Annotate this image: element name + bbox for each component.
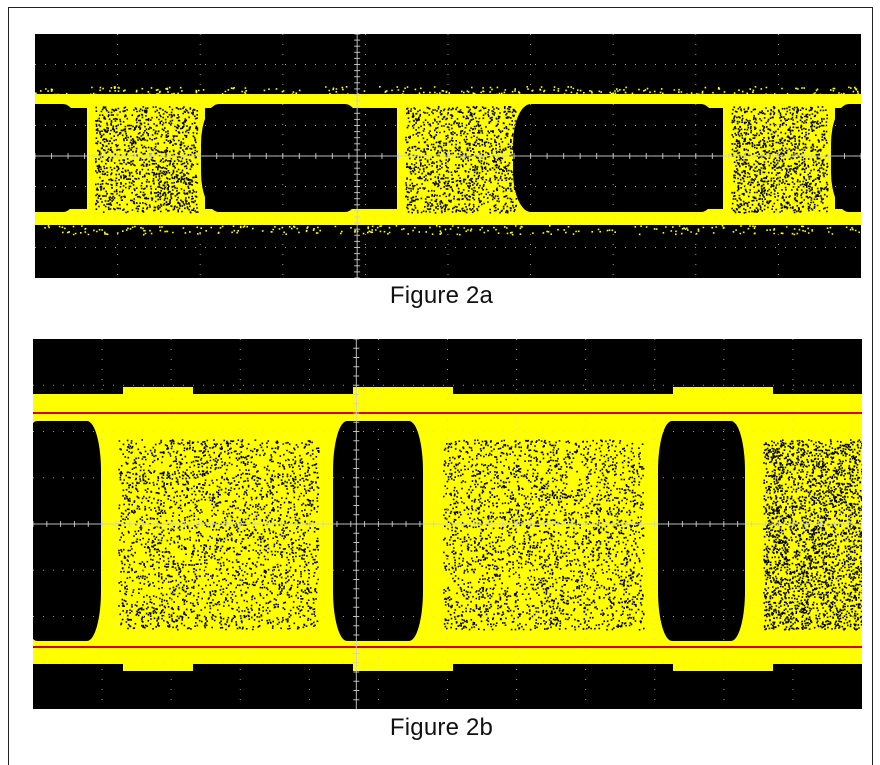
envelope-notch xyxy=(353,387,453,397)
eye-column xyxy=(658,421,745,641)
noise-speckle xyxy=(95,106,199,214)
eye-opening xyxy=(35,104,81,212)
noise-speckle xyxy=(44,225,861,236)
eye-opening xyxy=(201,104,363,212)
noise-speckle xyxy=(118,439,320,631)
envelope-notch xyxy=(123,387,193,397)
noise-speckle xyxy=(443,439,645,631)
eye-diagram-2b-canvas xyxy=(33,339,862,709)
figure-2b-caption: Figure 2b xyxy=(389,714,494,741)
eye-diagram-2b xyxy=(33,339,862,709)
noise-speckle xyxy=(35,86,859,96)
eye-column xyxy=(33,421,101,641)
figure-frame: Figure 2a Figure 2b xyxy=(8,7,873,765)
noise-speckle xyxy=(763,439,862,631)
noise-speckle xyxy=(405,106,519,214)
eye-diagram-2a xyxy=(35,34,861,278)
figure-2a-caption: Figure 2a xyxy=(389,282,494,309)
eye-diagram-2a-canvas xyxy=(35,34,861,278)
envelope-notch xyxy=(123,661,193,671)
envelope-notch xyxy=(353,661,453,671)
eye-column xyxy=(333,421,423,641)
envelope-notch xyxy=(673,387,773,397)
envelope-notch xyxy=(673,661,773,671)
noise-speckle xyxy=(731,106,829,214)
eye-opening xyxy=(831,104,861,212)
eye-opening xyxy=(513,104,719,212)
